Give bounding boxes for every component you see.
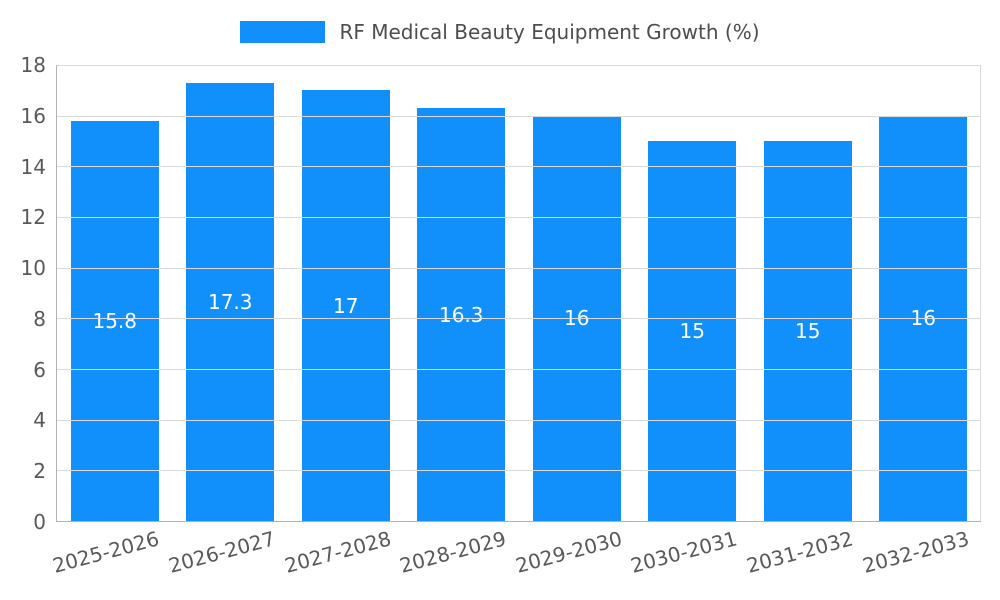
legend-series-label: RF Medical Beauty Equipment Growth (%): [339, 20, 760, 44]
y-axis: 0 2 4 6 8 10 12 14 16 18: [0, 53, 46, 534]
plot-right-border: [980, 65, 981, 521]
bars-container: 15.8 17.3 17 16.3 16 15 15 16: [57, 65, 981, 521]
chart-legend: RF Medical Beauty Equipment Growth (%): [0, 18, 1000, 46]
bar-2026-2027: 17.3: [186, 82, 275, 521]
bar-2030-2031: 15: [648, 141, 737, 521]
bar-value-label: 17.3: [207, 289, 253, 314]
y-tick-label: 0: [33, 510, 46, 534]
y-tick-label: 18: [20, 53, 46, 77]
x-tick-cell: 2029-2030: [513, 526, 635, 590]
gridline: [57, 115, 981, 117]
y-tick-label: 2: [33, 459, 46, 484]
bar-band: 17.3: [173, 65, 289, 521]
x-tick-label: 2028-2029: [397, 526, 509, 578]
gridline: [57, 470, 981, 472]
y-tick-label: 16: [20, 103, 46, 128]
x-tick-cell: 2026-2027: [166, 526, 288, 590]
gridline: [57, 368, 981, 370]
legend-swatch: [240, 21, 326, 43]
bar-2031-2032: 15: [763, 141, 852, 521]
x-tick-cell: 2030-2031: [628, 526, 750, 590]
y-tick-label: 6: [33, 357, 46, 382]
bar-band: 16: [519, 65, 635, 521]
x-tick-label: 2027-2028: [281, 526, 394, 578]
bar-value-label: 15.8: [92, 308, 137, 333]
x-tick-label: 2026-2027: [165, 526, 278, 578]
x-tick-label: 2030-2031: [628, 526, 740, 578]
bar-value-label: 15: [795, 319, 821, 343]
bar-band: 16.3: [404, 65, 520, 521]
bar-band: 16: [866, 65, 982, 521]
gridline: [57, 318, 981, 320]
x-axis: 2025-2026 2026-2027 2027-2028 2028-2029 2029…: [50, 526, 981, 590]
bar-2027-2028: 17: [301, 90, 390, 521]
x-tick-cell: 2032-2033: [860, 526, 981, 590]
x-tick-cell: 2025-2026: [50, 526, 172, 590]
gridline: [57, 419, 981, 421]
bar-band: 15: [635, 65, 751, 521]
x-tick-label: 2029-2030: [512, 526, 625, 578]
x-tick-cell: 2031-2032: [744, 526, 866, 590]
bar-2028-2029: 16.3: [417, 108, 506, 521]
x-tick-cell: 2027-2028: [282, 526, 403, 590]
y-tick-label: 14: [20, 154, 46, 179]
x-tick-cell: 2028-2029: [397, 526, 519, 590]
bar-band: 17: [288, 65, 404, 521]
y-tick-label: 10: [20, 256, 46, 281]
x-tick-label: 2032-2033: [859, 526, 972, 578]
bar-value-label: 15: [679, 319, 705, 343]
gridline: [57, 65, 981, 66]
y-tick-label: 4: [33, 408, 46, 433]
bar-band: 15: [750, 65, 866, 521]
gridline: [57, 267, 981, 269]
bar-2025-2026: 15.8: [70, 120, 159, 521]
bar-value-label: 17: [333, 293, 359, 318]
x-tick-label: 2031-2032: [744, 526, 856, 578]
gridline: [57, 166, 981, 168]
y-tick-label: 8: [33, 306, 46, 331]
bar-value-label: 16.3: [438, 302, 484, 327]
y-tick-label: 12: [20, 205, 46, 230]
bar-band: 15.8: [57, 65, 173, 521]
gridline: [57, 216, 981, 218]
plot-area: 15.8 17.3 17 16.3 16 15 15 16: [56, 65, 981, 522]
x-tick-label: 2025-2026: [50, 526, 162, 578]
